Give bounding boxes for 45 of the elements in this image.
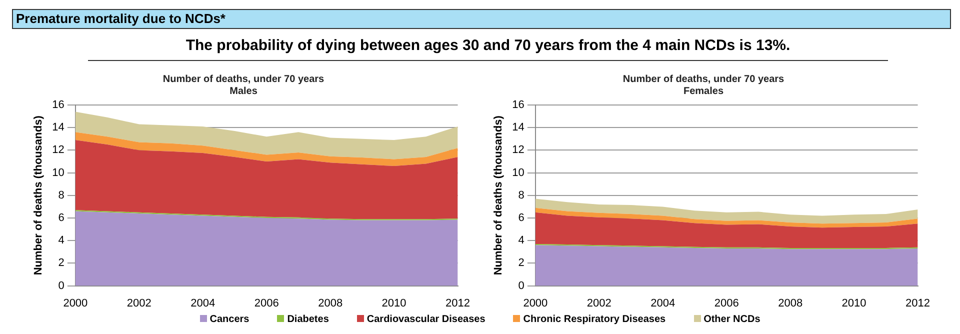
y-tick-label: 8: [58, 189, 64, 202]
y-tick-label: 14: [52, 122, 64, 134]
text: The probability of dying between ages 30 and 70 years from the 4 main NCDs is 13%.: [88, 37, 888, 61]
y-tick-label: 6: [518, 212, 524, 224]
y-tick-label: 4: [58, 234, 64, 247]
x-tick-label: 2008: [318, 297, 343, 310]
chart-subtitle: Females: [683, 86, 724, 97]
chart-title: Number of deaths, under 70 years: [162, 74, 325, 85]
y-tick-label: 14: [512, 122, 524, 134]
x-tick-label: 2006: [714, 297, 739, 310]
x-tick-label: 2010: [842, 297, 866, 310]
x-tick-label: 2012: [446, 297, 470, 310]
chart-subtitle: Males: [230, 86, 258, 97]
y-tick-label: 10: [512, 166, 524, 179]
legend-label: Other NCDs: [702, 314, 760, 325]
y-tick-label: 6: [58, 212, 64, 224]
legend-label: Diabetes: [286, 314, 329, 325]
y-tick-label: 4: [518, 234, 524, 247]
y-tick-label: 8: [518, 189, 524, 202]
y-tick-label: 10: [52, 166, 64, 179]
x-tick-label: 2008: [778, 297, 803, 310]
legend-label: Cancers: [208, 314, 250, 325]
text: Premature mortality due to NCDs*: [12, 9, 951, 29]
x-tick-label: 2006: [254, 297, 279, 310]
y-tick-label: 12: [512, 144, 524, 156]
y-axis-title: Number of deaths (thousands): [492, 115, 505, 276]
chart-title: Number of deaths, under 70 years: [622, 74, 785, 85]
y-tick-label: 12: [52, 144, 64, 156]
legend-label: Chronic Respiratory Diseases: [522, 314, 666, 325]
x-tick-label: 2002: [586, 297, 612, 310]
y-tick-label: 2: [58, 257, 64, 270]
y-tick-label: 16: [512, 99, 524, 112]
y-axis-title: Number of deaths (thousands): [32, 115, 45, 276]
x-tick-label: 2010: [382, 297, 406, 310]
x-tick-label: 2000: [523, 297, 548, 310]
y-tick-label: 2: [518, 257, 524, 270]
x-tick-label: 2002: [126, 297, 152, 310]
x-tick-label: 2012: [906, 297, 930, 310]
y-tick-label: 0: [518, 280, 524, 292]
x-tick-label: 2000: [63, 297, 88, 310]
x-tick-label: 2004: [190, 297, 216, 310]
y-tick-label: 0: [58, 280, 64, 292]
x-tick-label: 2004: [650, 297, 676, 310]
legend-label: Cardiovascular Diseases: [366, 314, 486, 325]
y-tick-label: 16: [52, 99, 64, 112]
